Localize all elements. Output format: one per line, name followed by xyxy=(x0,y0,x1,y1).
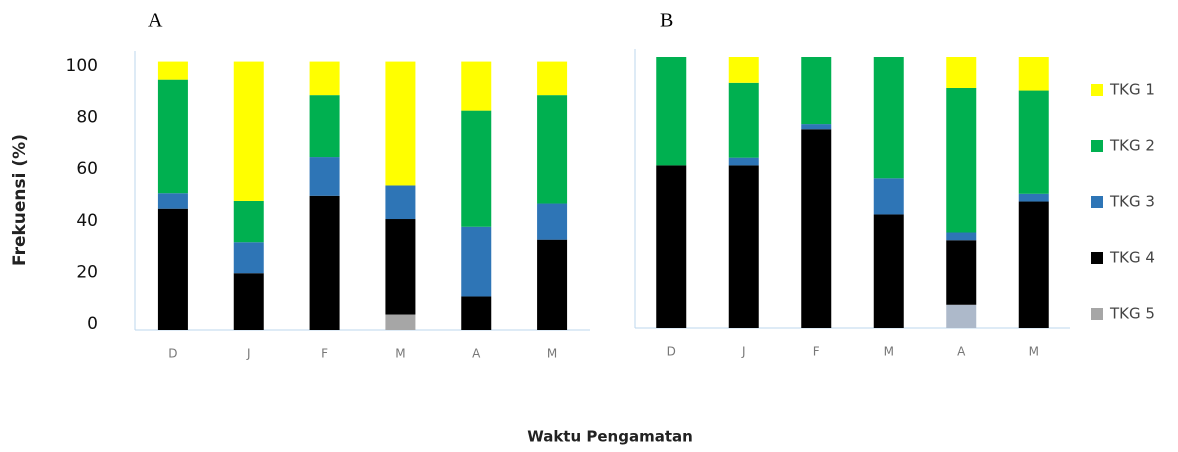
bar-segment xyxy=(157,193,188,209)
bar-segment xyxy=(461,226,492,297)
bar-segment xyxy=(309,61,340,96)
panel-title: B xyxy=(660,10,673,32)
x-tick-label: D xyxy=(667,345,676,359)
bar-segment xyxy=(1018,90,1049,194)
x-tick-label: F xyxy=(321,347,328,361)
x-tick-label: M xyxy=(395,347,405,361)
bar-segment xyxy=(728,57,759,83)
bar-segment xyxy=(461,61,492,111)
bar-segment xyxy=(946,232,977,241)
bar-segment xyxy=(233,242,264,274)
bar-segment xyxy=(309,195,340,330)
x-axis-label: Waktu Pengamatan xyxy=(527,428,693,446)
legend-label: TKG 4 xyxy=(1109,249,1155,267)
y-tick-label: 40 xyxy=(76,211,98,231)
bar-segment xyxy=(537,239,568,330)
bar-segment xyxy=(873,214,904,328)
legend-label: TKG 1 xyxy=(1109,81,1155,99)
bar-segment xyxy=(537,203,568,240)
bar-segment xyxy=(385,185,416,220)
x-tick-label: M xyxy=(547,347,557,361)
bar-segment xyxy=(946,87,977,233)
bar-segment xyxy=(728,82,759,158)
x-tick-label: A xyxy=(472,347,481,361)
y-tick-label: 80 xyxy=(76,108,98,128)
bar-segment xyxy=(1018,57,1049,91)
legend-swatch xyxy=(1091,196,1103,208)
bar-segment xyxy=(1018,193,1049,202)
bar-segment xyxy=(233,273,264,330)
bar-segment xyxy=(801,129,832,328)
y-axis-label: Frekuensi (%) xyxy=(10,134,30,266)
y-tick-label: 0 xyxy=(87,314,98,334)
legend-swatch xyxy=(1091,140,1103,152)
bar-segment xyxy=(801,57,832,125)
bar-segment xyxy=(309,157,340,196)
legend-label: TKG 2 xyxy=(1109,137,1155,155)
x-tick-label: J xyxy=(246,347,251,361)
legend-swatch xyxy=(1091,84,1103,96)
bar-segment xyxy=(157,61,188,80)
x-tick-label: J xyxy=(741,345,746,359)
panel-title: A xyxy=(148,10,163,32)
x-tick-label: M xyxy=(1029,345,1039,359)
bar-segment xyxy=(946,304,977,328)
y-tick-label: 100 xyxy=(66,56,98,76)
bar-segment xyxy=(946,240,977,305)
bar-segment xyxy=(537,61,568,96)
bar-segment xyxy=(157,208,188,330)
bar-segment xyxy=(309,95,340,158)
bar-segment xyxy=(801,124,832,130)
bar-segment xyxy=(873,57,904,179)
bar-segment xyxy=(656,165,687,328)
bar-segment xyxy=(385,61,416,186)
bar-segment xyxy=(946,57,977,88)
bar-segment xyxy=(157,79,188,194)
bar-segment xyxy=(385,219,416,315)
x-tick-label: D xyxy=(168,347,177,361)
bar-segment xyxy=(233,61,264,201)
bar-segment xyxy=(1018,201,1049,328)
bar-segment xyxy=(656,57,687,166)
bar-segment xyxy=(461,296,492,330)
bar-segment xyxy=(728,157,759,166)
legend-label: TKG 5 xyxy=(1109,305,1155,323)
bar-segment xyxy=(461,110,492,227)
legend-swatch xyxy=(1091,252,1103,264)
x-tick-label: F xyxy=(813,345,820,359)
y-tick-label: 60 xyxy=(76,159,98,179)
x-tick-label: M xyxy=(884,345,894,359)
bar-segment xyxy=(728,165,759,328)
x-tick-label: A xyxy=(957,345,966,359)
bar-segment xyxy=(537,95,568,204)
y-tick-label: 20 xyxy=(76,262,98,282)
legend-swatch xyxy=(1091,308,1103,320)
bar-segment xyxy=(873,178,904,215)
legend-label: TKG 3 xyxy=(1109,193,1155,211)
bar-segment xyxy=(385,314,416,330)
bar-segment xyxy=(233,200,264,243)
